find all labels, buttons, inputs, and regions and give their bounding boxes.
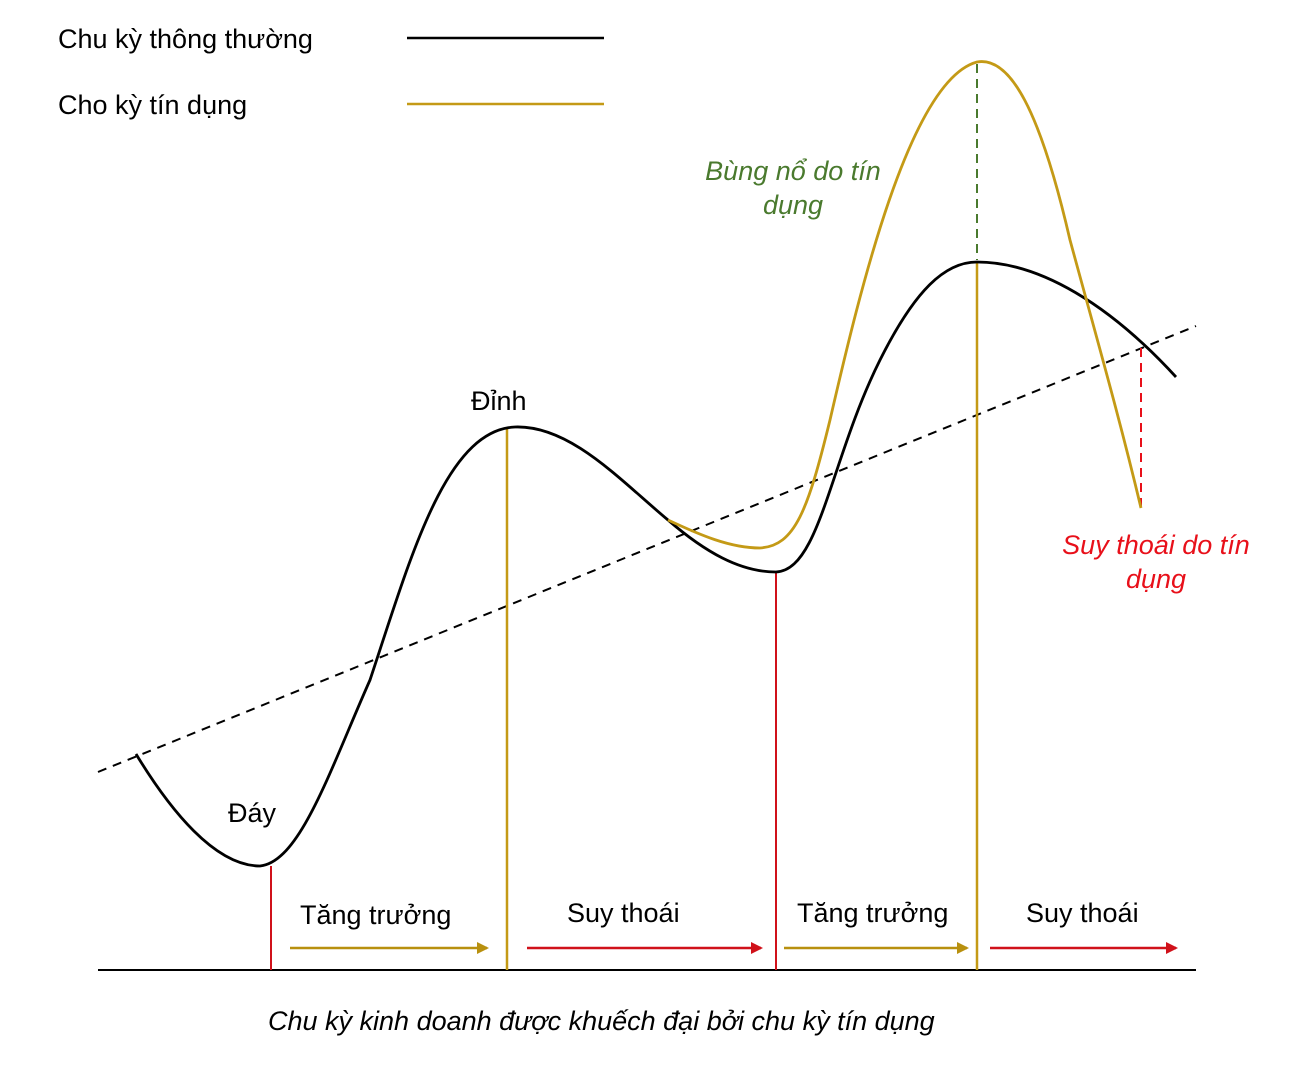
peak-label: Đỉnh [471,386,527,416]
trough-label: Đáy [228,798,277,828]
legend-label-credit-cycle: Cho kỳ tín dụng [58,90,248,120]
trend-line [97,325,1197,773]
phase-label-growth-2: Tăng trưởng [797,898,949,928]
credit-boom-label: Bùng nổ do tín dụng [705,156,881,220]
phase-label-recession-2: Suy thoái [1026,898,1139,928]
legend-label-normal-cycle: Chu kỳ thông thường [58,24,313,54]
normal-cycle-curve [134,260,1178,868]
phase-label-growth-1: Tăng trưởng [300,900,452,930]
diagram-caption: Chu kỳ kinh doanh được khuếch đại bởi ch… [268,1006,935,1036]
phase-label-recession-1: Suy thoái [567,898,680,928]
credit-recession-label: Suy thoái do tín dụng [1062,530,1250,594]
credit-cycle-curve [667,60,1143,550]
